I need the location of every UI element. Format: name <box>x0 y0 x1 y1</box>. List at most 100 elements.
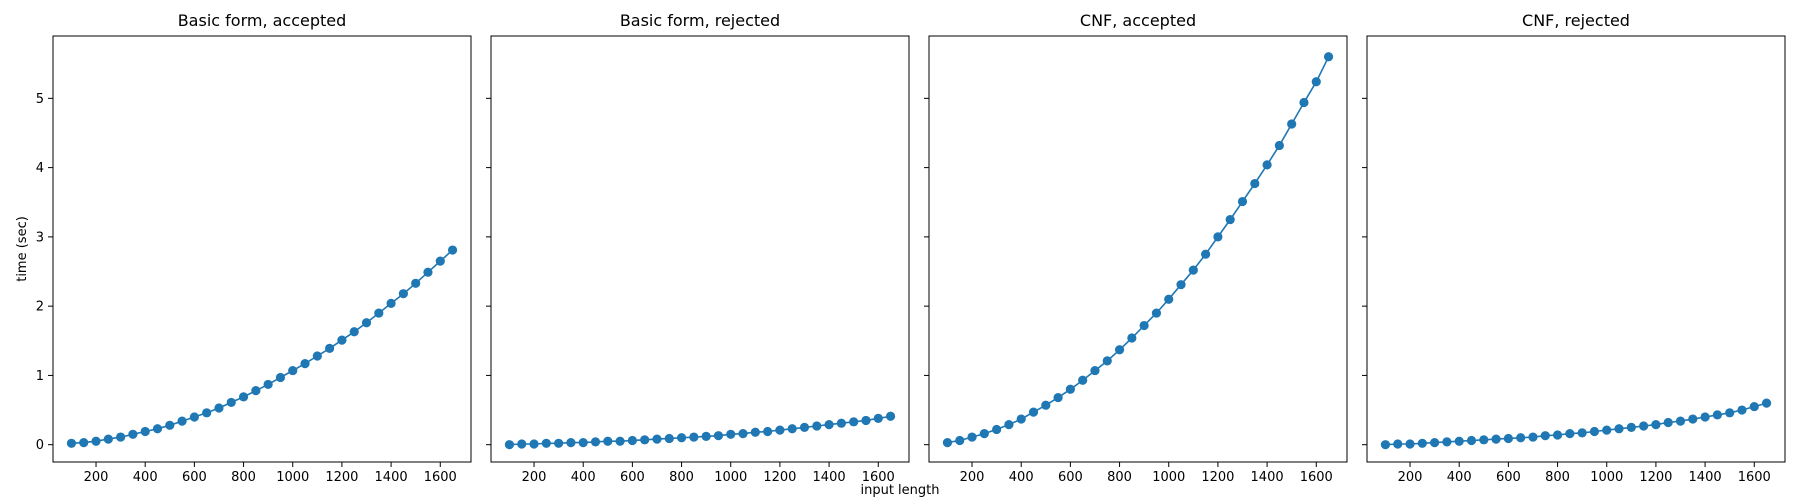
data-point <box>202 408 212 418</box>
data-point <box>337 335 347 345</box>
data-point <box>1442 437 1452 447</box>
data-point <box>1626 422 1636 432</box>
data-point <box>214 403 224 413</box>
data-point <box>1700 412 1710 422</box>
data-point <box>1041 400 1051 410</box>
data-point <box>325 343 335 353</box>
data-point <box>979 429 989 439</box>
data-point <box>861 415 871 426</box>
data-point <box>603 436 613 446</box>
data-point <box>152 424 163 434</box>
data-point <box>411 278 421 288</box>
data-point <box>955 435 965 446</box>
data-point <box>885 411 896 421</box>
data-point <box>1688 414 1698 424</box>
data-point <box>1102 356 1112 366</box>
data-point <box>140 426 150 437</box>
data-point <box>91 436 101 446</box>
data-point <box>1274 140 1284 151</box>
data-point <box>275 372 286 383</box>
data-point <box>66 438 77 448</box>
x-tick-label: 1600 <box>424 470 457 485</box>
x-tick-label: 1200 <box>1201 470 1234 485</box>
data-point <box>251 386 261 396</box>
axes-frame <box>490 35 910 463</box>
data-point <box>435 256 445 266</box>
data-point <box>1028 407 1039 417</box>
data-point <box>1589 426 1600 437</box>
data-point <box>849 417 859 427</box>
x-tick-label: 1200 <box>763 470 796 485</box>
data-point <box>1614 424 1624 434</box>
data-point <box>1213 232 1223 242</box>
x-tick-label: 1400 <box>375 470 408 485</box>
x-tick-label: 1200 <box>325 470 358 485</box>
data-point <box>263 379 273 390</box>
x-tick-label: 600 <box>182 470 207 485</box>
data-point <box>312 351 322 361</box>
data-point <box>1004 419 1014 430</box>
x-tick-label: 1600 <box>1300 470 1333 485</box>
x-tick-label: 600 <box>1496 470 1521 485</box>
data-point <box>942 438 953 448</box>
data-point <box>128 429 138 439</box>
x-tick-label: 1000 <box>1152 470 1185 485</box>
data-point <box>763 426 773 437</box>
data-point <box>1380 440 1391 450</box>
subplot-title: CNF, rejected <box>1522 11 1630 30</box>
y-tick-label: 0 <box>36 438 44 453</box>
x-tick-label: 1400 <box>813 470 846 485</box>
data-point <box>1479 435 1489 445</box>
data-point <box>517 439 527 449</box>
subplot-3: CNF, accepted 200 400 600 800 1000 1200 1400 160… <box>924 11 1348 485</box>
data-point <box>1323 52 1334 62</box>
data-point <box>1565 429 1575 439</box>
data-point <box>1675 416 1686 426</box>
data-point <box>1078 375 1088 385</box>
data-point <box>1663 417 1673 428</box>
data-point <box>79 438 89 448</box>
data-point <box>664 433 674 444</box>
axes-frame <box>1366 35 1786 463</box>
data-point <box>165 420 175 430</box>
data-point <box>1725 408 1735 418</box>
data-point <box>423 267 433 277</box>
data-point <box>1651 419 1661 430</box>
data-point <box>738 429 748 439</box>
y-tick-label: 4 <box>36 161 44 176</box>
data-point <box>238 392 249 402</box>
x-tick-label: 400 <box>1009 470 1034 485</box>
series-line <box>509 415 891 446</box>
subplot-2: Basic form, rejected 200 400 600 800 1000 1200… <box>486 11 910 485</box>
data-point <box>1299 97 1309 108</box>
x-tick-label: 1400 <box>1689 470 1722 485</box>
data-point <box>1287 119 1297 129</box>
data-point <box>1250 178 1260 189</box>
data-point <box>1016 414 1026 424</box>
data-point <box>824 419 834 430</box>
data-point <box>1639 421 1649 431</box>
data-point <box>652 434 662 444</box>
data-point <box>726 429 736 439</box>
x-tick-label: 200 <box>84 470 109 485</box>
data-point <box>1311 77 1321 87</box>
data-point <box>386 298 396 308</box>
data-point <box>615 436 625 446</box>
data-point <box>1176 280 1186 290</box>
data-point <box>1430 438 1440 448</box>
data-point <box>1090 365 1100 376</box>
data-point <box>1737 405 1747 415</box>
x-tick-label: 800 <box>669 470 694 485</box>
subplot-4: CNF, rejected 200 400 600 800 1000 1200 1400 160… <box>1362 11 1786 485</box>
data-point <box>676 433 687 443</box>
data-point <box>374 308 384 318</box>
data-point <box>566 438 576 448</box>
data-point <box>590 437 601 447</box>
x-tick-label: 600 <box>620 470 645 485</box>
y-tick-label: 3 <box>36 230 44 245</box>
axes-frame <box>52 35 472 463</box>
data-point <box>992 424 1002 435</box>
data-point <box>189 412 199 422</box>
data-point <box>554 438 564 448</box>
